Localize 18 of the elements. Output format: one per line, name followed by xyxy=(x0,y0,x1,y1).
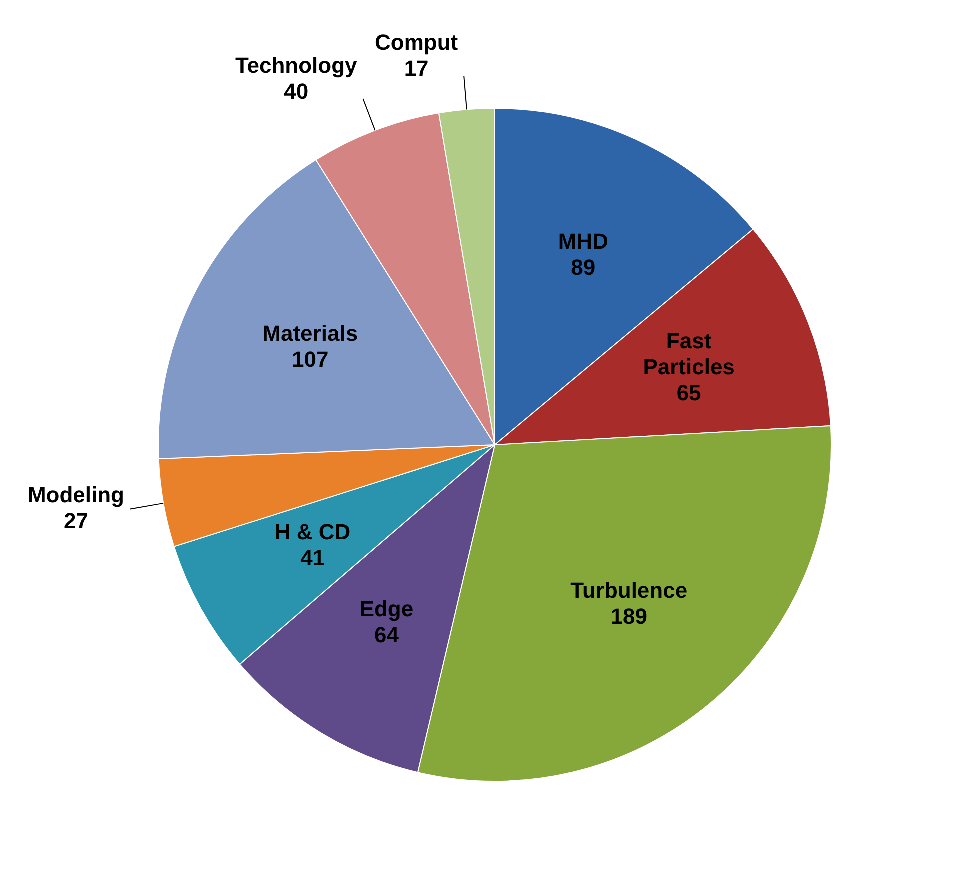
data-label: 89 xyxy=(571,255,596,280)
slice-label: Edge xyxy=(360,596,414,622)
data-label: 189 xyxy=(610,604,648,629)
slice-label: Modeling xyxy=(28,482,124,508)
slice-label: Comput xyxy=(375,30,459,56)
data-label: 40 xyxy=(284,79,309,104)
slice-label: H & CD xyxy=(274,520,351,545)
data-label: 65 xyxy=(676,380,702,406)
slice-label: Turbulence xyxy=(570,578,688,603)
data-label: 17 xyxy=(404,56,429,82)
data-label: 41 xyxy=(300,546,326,571)
data-label: 64 xyxy=(374,622,400,648)
slice-label: MHD xyxy=(558,229,608,254)
slice-label: Materials xyxy=(262,320,358,346)
data-label: 27 xyxy=(64,508,88,534)
slice-label: Technology xyxy=(235,53,358,78)
data-label: 107 xyxy=(292,346,329,372)
slice-label: Fast Particles xyxy=(643,328,735,380)
